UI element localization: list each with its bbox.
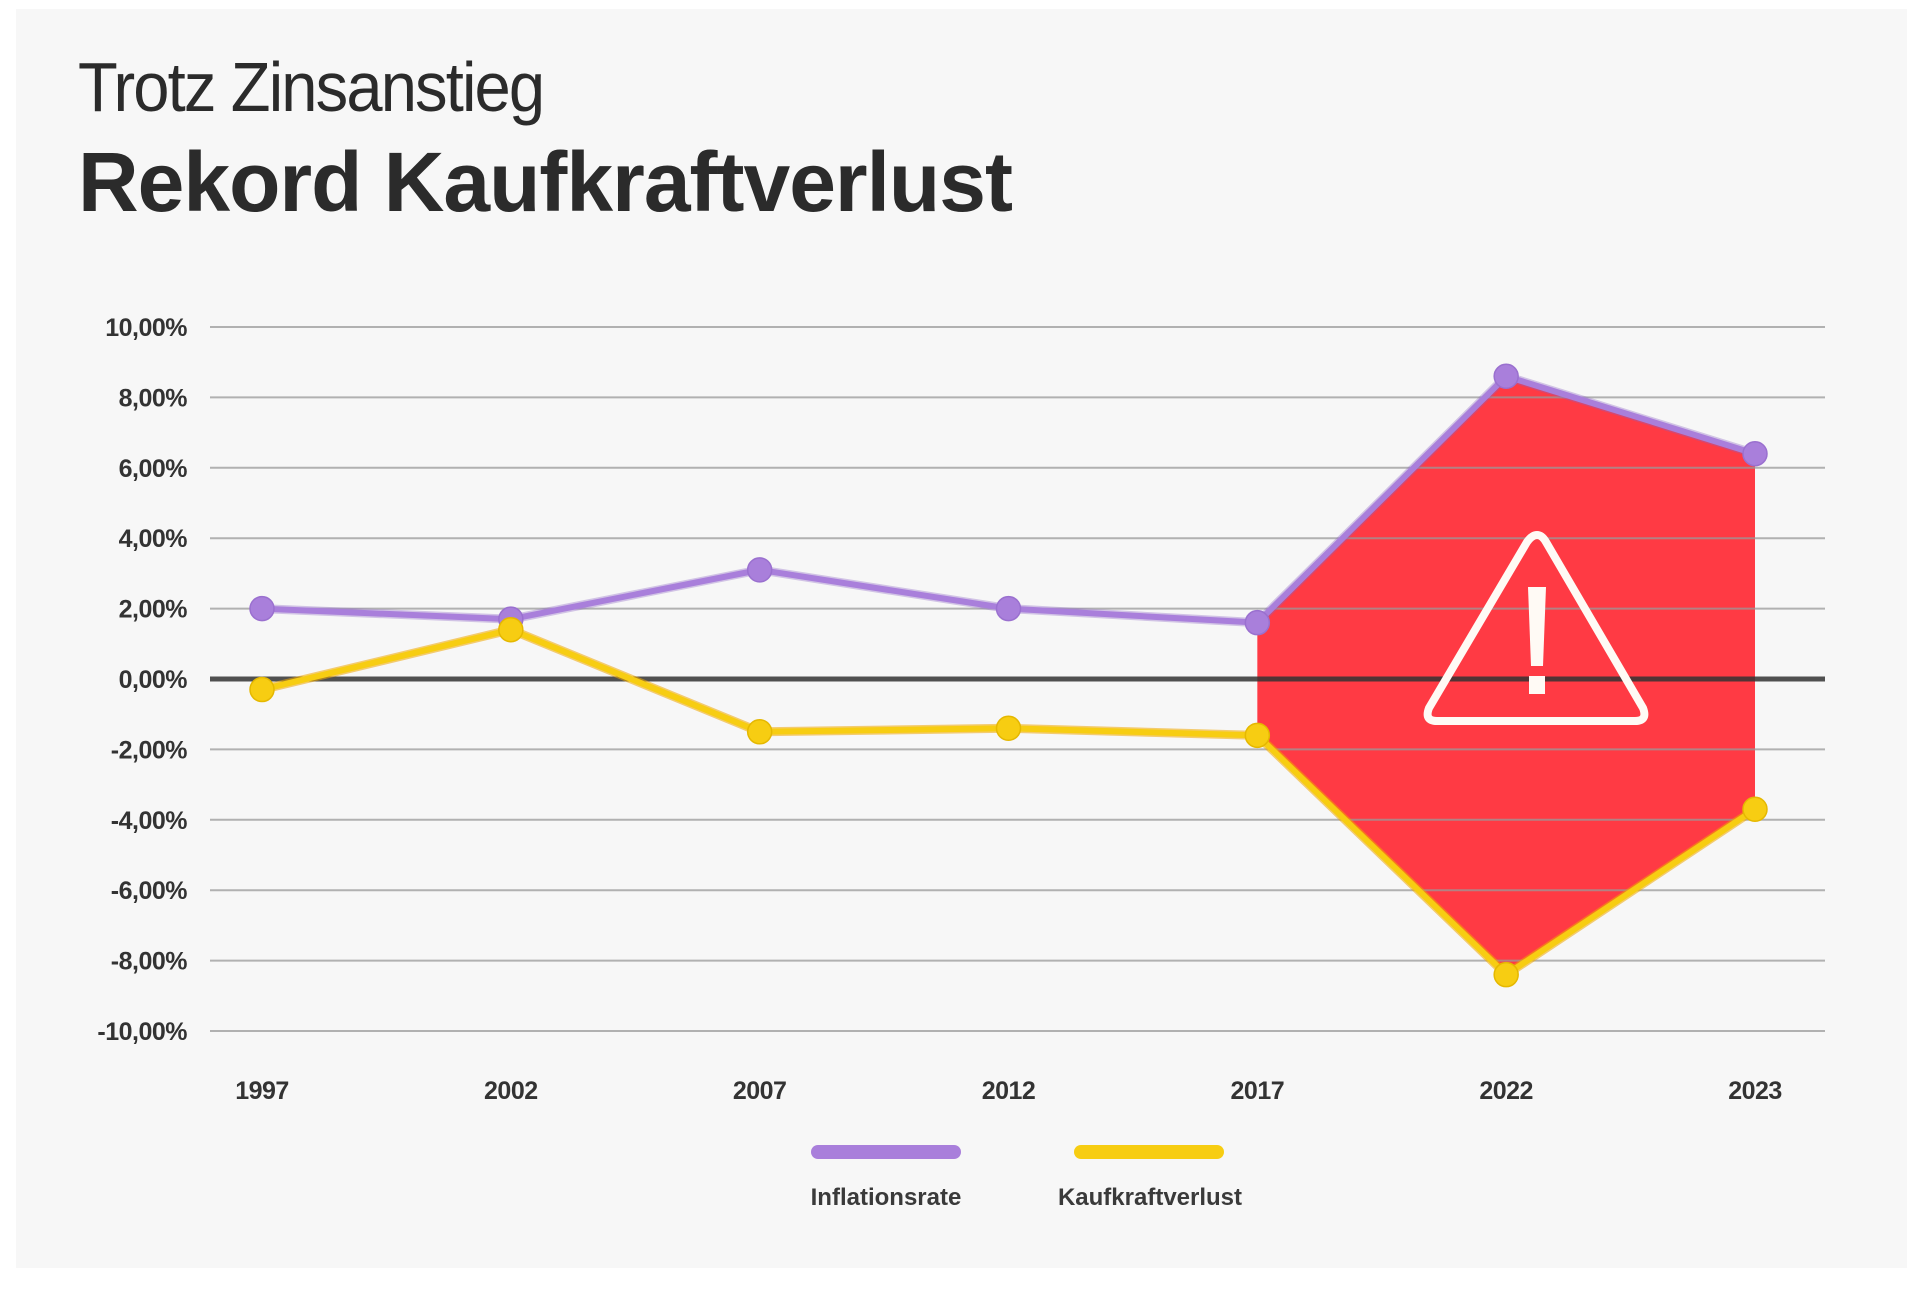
- data-point[interactable]: [1742, 796, 1768, 822]
- x-tick-label: 2007: [733, 1077, 787, 1105]
- y-axis-ticks: 10,00% 8,00% 6,00% 4,00% 2,00% 0,00% -2,00% -4,…: [97, 314, 187, 1046]
- y-tick-label: 10,00%: [105, 314, 187, 342]
- highlight-area-layer: [1257, 376, 1755, 975]
- data-point[interactable]: [498, 616, 524, 643]
- chart-title: Rekord Kaufkraftverlust: [78, 135, 1013, 229]
- series-lines: [249, 363, 1768, 988]
- x-tick-label: 1997: [235, 1077, 289, 1105]
- data-point[interactable]: [995, 595, 1022, 622]
- legend-item-kaufkraftverlust[interactable]: Kaufkraftverlust: [1058, 1145, 1242, 1211]
- x-tick-label: 2023: [1728, 1077, 1782, 1105]
- legend-item-inflationsrate[interactable]: Inflationsrate: [811, 1145, 962, 1211]
- y-tick-label: -2,00%: [111, 736, 187, 764]
- warning-triangle-icon: [1423, 531, 1649, 725]
- series-kaufkraftverlust: [249, 616, 1768, 988]
- y-tick-label: 4,00%: [119, 525, 188, 553]
- y-tick-label: -4,00%: [111, 807, 187, 835]
- data-point[interactable]: [1244, 722, 1271, 749]
- highlight-area: [1257, 376, 1755, 975]
- data-point[interactable]: [249, 676, 275, 703]
- data-point[interactable]: [249, 595, 275, 622]
- legend-label-inflationsrate: Inflationsrate: [811, 1184, 962, 1211]
- y-tick-label: 8,00%: [119, 384, 188, 412]
- legend-label-kaufkraftverlust: Kaufkraftverlust: [1058, 1184, 1242, 1211]
- x-axis-ticks: 1997 2002 2007 2012 2017 2022 2023: [235, 1077, 1782, 1105]
- y-tick-label: -6,00%: [111, 877, 187, 905]
- data-point[interactable]: [1742, 440, 1768, 467]
- legend: Inflationsrate Kaufkraftverlust: [811, 1145, 1242, 1211]
- x-tick-label: 2017: [1231, 1077, 1285, 1105]
- data-point[interactable]: [1244, 609, 1271, 636]
- data-point[interactable]: [1493, 363, 1519, 390]
- x-tick-label: 2022: [1479, 1077, 1533, 1105]
- y-tick-label: 2,00%: [119, 596, 188, 624]
- y-tick-label: -8,00%: [111, 948, 187, 976]
- chart-subtitle: Trotz Zinsanstieg: [78, 48, 545, 126]
- y-tick-label: 0,00%: [119, 666, 188, 694]
- data-point[interactable]: [1493, 961, 1519, 988]
- data-point[interactable]: [995, 715, 1022, 742]
- y-tick-label: -10,00%: [97, 1018, 187, 1046]
- data-point[interactable]: [746, 719, 773, 745]
- data-point[interactable]: [746, 557, 773, 583]
- x-tick-label: 2012: [982, 1077, 1036, 1105]
- y-tick-label: 6,00%: [119, 455, 188, 483]
- x-tick-label: 2002: [484, 1077, 538, 1105]
